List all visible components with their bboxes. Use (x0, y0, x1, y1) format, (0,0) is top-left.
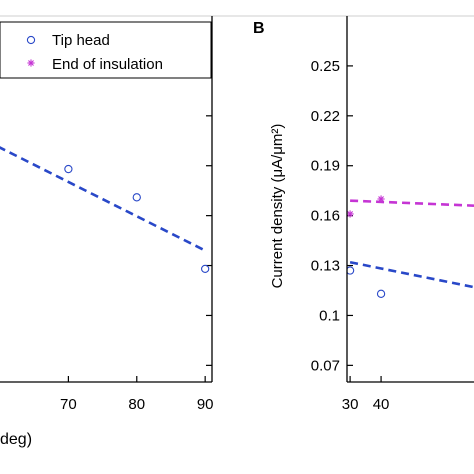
panel-a-tick-labels: 70 80 90 (60, 396, 213, 413)
y-tick-label: 0.25 (311, 58, 340, 75)
legend-asterisk-marker (27, 59, 35, 67)
y-tick-label: 0.19 (311, 158, 340, 175)
panel-b-y-axis-label: Current density (μA/μm²) (269, 124, 286, 289)
panel-a-ticks (67, 65, 212, 382)
panel-b-fit-lines (349, 199, 474, 289)
data-point-tip-head (201, 264, 210, 274)
y-tick-label: 0.1 (319, 307, 340, 324)
data-point-end-of-insulation (377, 195, 385, 203)
y-tick-label: 0.22 (311, 108, 340, 125)
y-tick-label: 0.16 (311, 208, 340, 225)
panel-a: 70 80 90 deg) Tip head End of insulation (0, 15, 474, 448)
panel-a-fit-lines (0, 62, 206, 252)
legend-asterisk-glyph (27, 59, 35, 67)
panel-b: B 0.07 0.1 0.13 0.16 0.19 0.22 0.25 30 40 Curren… (253, 16, 474, 413)
data-point-tip-head (132, 193, 141, 202)
panel-b-label: B (253, 20, 265, 37)
fit-line-end-of-insulation (350, 199, 474, 207)
x-tick-label: 30 (342, 396, 359, 413)
panel-a-x-axis-label: deg) (0, 431, 32, 448)
legend-circle-marker (26, 35, 36, 45)
panel-b-ticks (347, 65, 382, 382)
legend-entry-tip-head: Tip head (52, 32, 110, 49)
data-point-tip-head (64, 164, 73, 174)
x-tick-label: 70 (60, 396, 77, 413)
fit-line-tip-head (349, 260, 474, 289)
legend: Tip head End of insulation (0, 21, 212, 79)
legend-entry-end-of-insulation: End of insulation (52, 56, 163, 73)
fit-line-tip-head (0, 146, 206, 252)
y-tick-label: 0.13 (311, 258, 340, 275)
data-point-tip-head (376, 289, 386, 298)
data-point-end-of-insulation (347, 210, 354, 218)
x-tick-label: 80 (128, 396, 145, 413)
legend-box (0, 21, 212, 79)
x-tick-label: 90 (197, 396, 214, 413)
y-tick-label: 0.07 (311, 357, 340, 374)
x-tick-label: 40 (373, 396, 390, 413)
panel-b-tick-labels: 0.07 0.1 0.13 0.16 0.19 0.22 0.25 30 40 (311, 58, 390, 413)
panel-b-points (347, 195, 386, 298)
data-point-tip-head (347, 266, 355, 275)
